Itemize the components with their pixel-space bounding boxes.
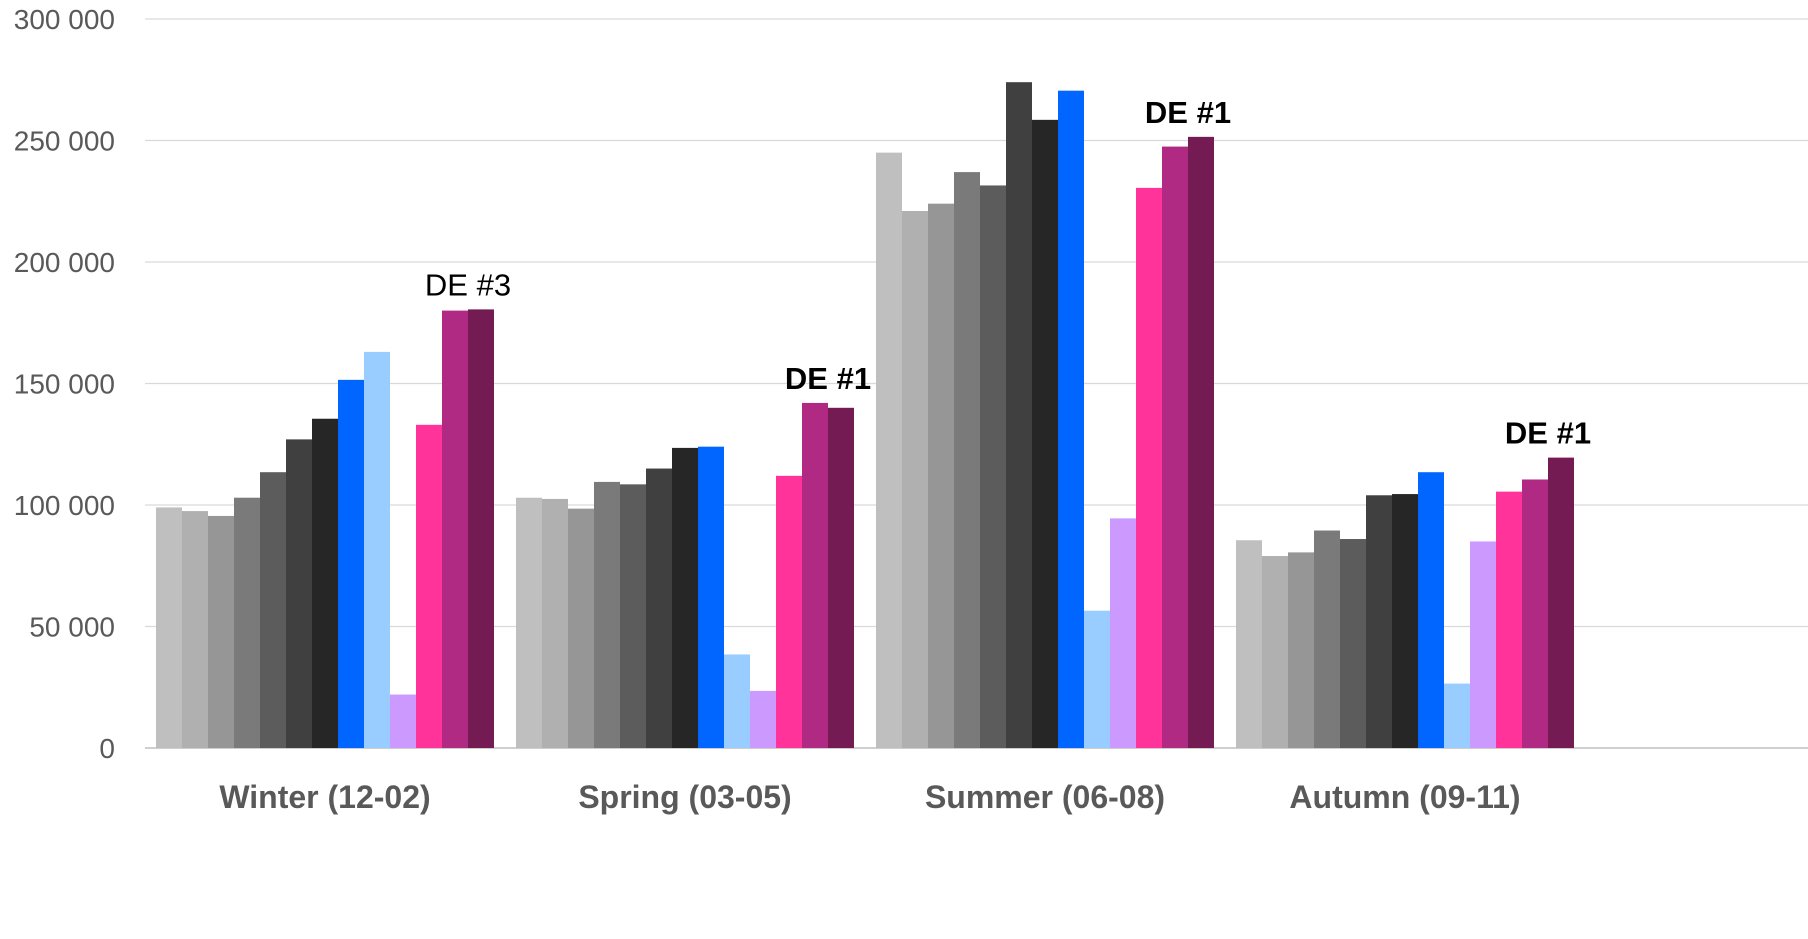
bar — [1110, 518, 1136, 748]
bar — [516, 497, 542, 748]
y-tick-label: 50 000 — [29, 612, 115, 643]
bar — [1470, 541, 1496, 748]
bar — [594, 481, 620, 748]
bar — [338, 379, 364, 748]
bar — [1006, 82, 1032, 749]
bar — [1262, 556, 1288, 748]
bar — [416, 424, 442, 748]
bar — [1136, 187, 1162, 748]
bar — [156, 507, 182, 748]
y-tick-label: 150 000 — [14, 369, 115, 400]
bar — [1162, 146, 1188, 748]
y-tick-label: 200 000 — [14, 247, 115, 278]
bars — [156, 82, 1574, 749]
bar — [928, 203, 954, 748]
bar-annotation-label: DE #3 — [425, 267, 511, 302]
bar — [1392, 494, 1418, 748]
bar — [568, 508, 594, 748]
bar — [1444, 683, 1470, 748]
bar — [620, 484, 646, 748]
bar — [1084, 610, 1110, 748]
x-category-label: Spring (03-05) — [578, 779, 791, 815]
bar — [954, 172, 980, 749]
x-category-label: Winter (12-02) — [219, 779, 430, 815]
bar — [646, 468, 672, 748]
bar — [208, 515, 234, 748]
y-axis-tick-labels: 0 50 000 100 000 150 000 200 000 250 000 300 0… — [14, 4, 115, 764]
bar — [1058, 90, 1084, 748]
bar — [364, 351, 390, 748]
bar — [828, 407, 854, 748]
bar — [390, 694, 416, 748]
bar — [672, 447, 698, 748]
bar — [1314, 530, 1340, 748]
x-axis-category-labels: Winter (12-02) Spring (03-05) Summer (06-0… — [219, 779, 1520, 815]
bar — [1188, 136, 1214, 749]
bar — [1522, 479, 1548, 748]
bar — [802, 402, 828, 748]
bar — [1418, 472, 1444, 748]
annotations: DE #3 DE #1 DE #1 DE #1 — [425, 95, 1591, 451]
y-tick-label: 250 000 — [14, 126, 115, 157]
y-tick-label: 300 000 — [14, 4, 115, 35]
bar — [542, 498, 568, 748]
bar — [980, 185, 1006, 748]
bar — [234, 497, 260, 748]
bar-annotation-label: DE #1 — [1145, 95, 1231, 130]
bar — [260, 472, 286, 748]
bar — [750, 690, 776, 748]
bar — [312, 418, 338, 748]
x-category-label: Autumn (09-11) — [1289, 779, 1520, 815]
bar — [902, 210, 928, 749]
x-category-label: Summer (06-08) — [925, 779, 1165, 815]
bar — [1288, 552, 1314, 748]
bar — [698, 446, 724, 748]
bar — [1340, 539, 1366, 748]
y-tick-label: 0 — [99, 733, 115, 764]
bar — [1496, 491, 1522, 748]
bar — [1236, 540, 1262, 748]
bar-annotation-label: DE #1 — [785, 361, 871, 396]
bar-annotation-label: DE #1 — [1505, 416, 1591, 451]
bar — [1032, 119, 1058, 749]
bar — [876, 152, 902, 748]
bar — [182, 511, 208, 748]
bar — [1548, 457, 1574, 748]
bar — [468, 309, 494, 748]
y-tick-label: 100 000 — [14, 490, 115, 521]
bar — [286, 439, 312, 748]
bar — [1366, 495, 1392, 748]
bar — [724, 654, 750, 748]
bar — [442, 310, 468, 748]
bar — [776, 475, 802, 748]
